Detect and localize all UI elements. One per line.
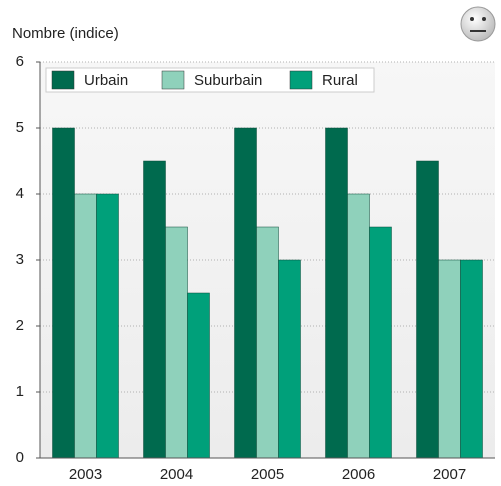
bar bbox=[52, 127, 75, 459]
y-tick-label: 3 bbox=[16, 251, 24, 268]
y-tick-label: 5 bbox=[16, 119, 24, 136]
y-tick-label: 2 bbox=[16, 317, 24, 334]
bar bbox=[187, 292, 210, 459]
x-tick-label: 2007 bbox=[433, 466, 466, 483]
smiley-icon bbox=[460, 6, 496, 42]
y-tick-label: 6 bbox=[16, 53, 24, 70]
bar bbox=[256, 226, 279, 459]
legend-label: Suburbain bbox=[194, 72, 262, 89]
y-tick-label: 0 bbox=[16, 449, 24, 466]
bar bbox=[325, 127, 348, 459]
bar bbox=[234, 127, 257, 459]
x-tick-label: 2006 bbox=[342, 466, 375, 483]
bar bbox=[96, 193, 119, 459]
bar bbox=[438, 259, 461, 459]
legend-swatch bbox=[51, 70, 75, 90]
bar bbox=[416, 160, 439, 459]
bar bbox=[369, 226, 392, 459]
bar bbox=[165, 226, 188, 459]
x-tick-label: 2003 bbox=[69, 466, 102, 483]
legend-label: Urbain bbox=[84, 72, 128, 89]
y-tick-label: 4 bbox=[16, 185, 24, 202]
x-tick-label: 2005 bbox=[251, 466, 284, 483]
bar bbox=[460, 259, 483, 459]
legend-swatch bbox=[161, 70, 185, 90]
y-tick-label: 1 bbox=[16, 383, 24, 400]
bar bbox=[278, 259, 301, 459]
bar bbox=[143, 160, 166, 459]
bar bbox=[74, 193, 97, 459]
legend-label: Rural bbox=[322, 72, 358, 89]
y-axis-label: Nombre (indice) bbox=[12, 25, 119, 42]
legend-swatch bbox=[289, 70, 313, 90]
legend-box bbox=[45, 67, 375, 93]
x-tick-label: 2004 bbox=[160, 466, 193, 483]
bar bbox=[347, 193, 370, 459]
